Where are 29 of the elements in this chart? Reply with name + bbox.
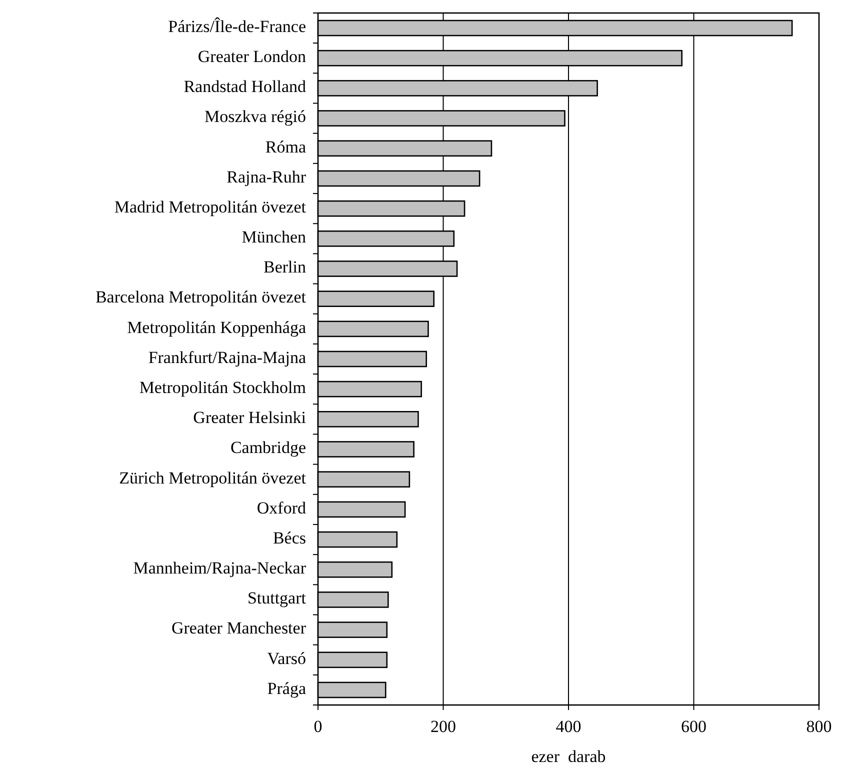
y-tick-label: Greater Helsinki [193, 408, 306, 428]
y-tick-label: Randstad Holland [184, 77, 306, 96]
x-tick-label: 400 [556, 717, 582, 736]
y-tick-label: Madrid Metropolitán övezet [114, 197, 306, 216]
y-tick-label: München [242, 228, 306, 247]
y-tick-label: Varsó [267, 648, 306, 668]
y-tick-label: Greater London [198, 47, 306, 66]
y-tick-label: Metropolitán Koppenhága [127, 318, 306, 337]
y-tick-label: Oxford [256, 498, 306, 518]
y-tick-label: Stuttgart [247, 588, 306, 608]
y-tick-label: Zürich Metropolitán övezet [119, 468, 306, 488]
y-tick-label: Moszkva régió [204, 107, 306, 126]
y-tick-label: Barcelona Metropolitán övezet [95, 288, 306, 307]
y-tick-label: Róma [265, 137, 306, 156]
y-tick-label: Rajna-Ruhr [226, 167, 306, 186]
y-tick-label: Mannheim/Rajna-Neckar [133, 558, 306, 578]
y-tick-label: Cambridge [230, 438, 306, 458]
x-tick-label: 600 [681, 717, 706, 736]
x-axis-title: ezer darab [531, 747, 606, 766]
x-tick-label: 800 [806, 717, 832, 736]
x-tick-label: 200 [430, 717, 456, 736]
y-tick-label: Párizs/Île-de-France [168, 16, 306, 36]
y-tick-label: Bécs [272, 528, 306, 548]
y-tick-label: Frankfurt/Rajna-Majna [148, 348, 306, 367]
y-tick-label: Berlin [264, 258, 306, 277]
y-tick-label: Prága [267, 678, 306, 698]
x-tick-label: 0 [314, 717, 322, 736]
y-tick-label: Metropolitán Stockholm [139, 378, 306, 397]
y-tick-label: Greater Manchester [171, 618, 306, 638]
